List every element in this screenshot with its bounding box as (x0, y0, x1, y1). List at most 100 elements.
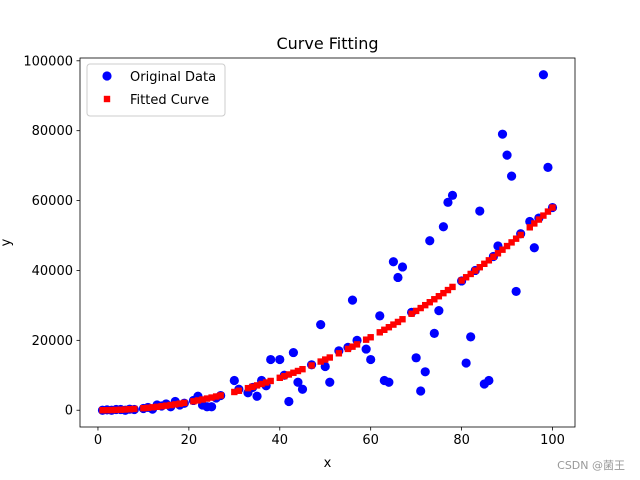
data-point (252, 391, 262, 401)
data-point (526, 224, 533, 231)
data-point (285, 371, 293, 378)
data-point (149, 404, 156, 411)
data-point (229, 375, 239, 386)
y-tick-label: 0 (65, 404, 73, 419)
data-point (266, 354, 276, 365)
y-tick-label: 20000 (32, 334, 73, 349)
data-point (417, 304, 424, 312)
data-point (203, 395, 211, 402)
y-tick-label: 60000 (32, 194, 73, 209)
data-point (167, 401, 174, 409)
x-tick-label: 100 (540, 433, 565, 448)
x-tick-label: 0 (94, 433, 102, 448)
data-point (508, 239, 515, 246)
data-point (485, 257, 493, 264)
x-tick-label: 20 (181, 433, 198, 448)
data-point (390, 321, 397, 328)
data-point (435, 293, 443, 300)
data-point (416, 386, 426, 396)
data-point (144, 404, 152, 411)
data-point (549, 204, 556, 211)
plot-frame (79, 57, 576, 428)
data-point (503, 242, 511, 250)
data-point (361, 344, 371, 354)
data-point (458, 277, 465, 284)
data-point (399, 316, 406, 323)
data-point (444, 286, 452, 294)
legend-label: Original Data (130, 70, 216, 85)
data-point (353, 341, 361, 348)
data-point (429, 328, 439, 338)
data-point (322, 356, 329, 363)
data-point (393, 272, 403, 283)
data-point (335, 350, 343, 357)
data-point (540, 212, 547, 219)
data-point (140, 405, 147, 412)
data-point (294, 367, 302, 375)
data-point (344, 345, 352, 353)
data-point (466, 332, 476, 342)
y-axis-label: y (0, 238, 14, 246)
data-point (249, 383, 256, 390)
data-point (176, 400, 183, 407)
data-point (281, 372, 288, 380)
data-point (484, 375, 494, 386)
data-point (199, 396, 206, 403)
data-point (375, 311, 385, 321)
data-point (467, 270, 474, 278)
data-point (347, 295, 358, 305)
data-point (517, 231, 524, 239)
data-point (258, 380, 265, 388)
data-point (153, 403, 161, 411)
data-point (117, 406, 124, 413)
data-point (181, 399, 188, 407)
legend-label: Fitted Curve (130, 93, 209, 108)
data-point (511, 286, 521, 297)
data-point (535, 216, 543, 223)
data-point (284, 396, 294, 407)
data-point (494, 250, 502, 257)
data-point (366, 354, 376, 365)
data-point (126, 406, 133, 413)
data-point (443, 197, 453, 207)
data-point (426, 299, 433, 306)
legend-marker (103, 95, 111, 103)
data-point (212, 393, 220, 400)
x-tick-label: 80 (453, 433, 470, 448)
data-point (431, 296, 438, 303)
data-point (231, 388, 238, 396)
data-point (476, 264, 483, 271)
y-tick-label: 100000 (23, 54, 73, 69)
data-point (385, 324, 393, 331)
data-point (326, 354, 333, 361)
data-point (440, 289, 447, 297)
y-tick-label: 80000 (32, 124, 73, 139)
data-point (544, 208, 552, 215)
data-point (506, 171, 517, 181)
data-point (244, 384, 252, 392)
data-point (425, 236, 435, 246)
data-point (388, 257, 399, 267)
data-point (131, 405, 138, 413)
data-point (499, 246, 506, 253)
data-point (497, 129, 508, 139)
data-point (394, 318, 402, 326)
y-tick-label: 40000 (32, 264, 73, 279)
data-point (543, 162, 553, 172)
data-point (308, 362, 315, 369)
data-point (122, 406, 129, 413)
data-point (461, 358, 471, 368)
data-point (490, 253, 497, 261)
data-point (538, 70, 549, 80)
data-point (362, 336, 370, 343)
data-point (316, 320, 326, 330)
data-point (253, 382, 261, 389)
data-point (299, 365, 306, 373)
data-point (267, 377, 274, 385)
x-axis-label: x (324, 456, 332, 471)
data-point (293, 377, 303, 387)
data-point (475, 206, 485, 216)
data-point (158, 403, 165, 410)
data-point (190, 398, 197, 405)
